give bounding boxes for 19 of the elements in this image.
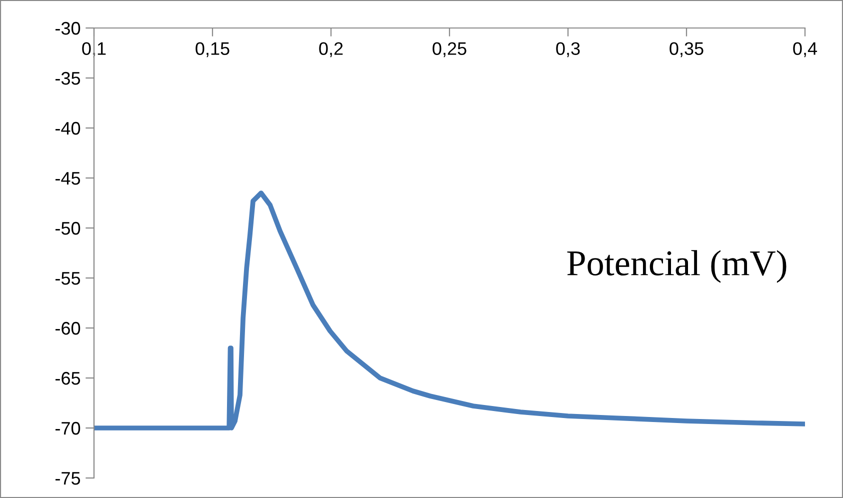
- x-tick-label: 0,25: [432, 42, 466, 58]
- x-tick-label: 0,2: [319, 42, 343, 58]
- annotation: Potencial (mV): [567, 250, 786, 283]
- y-tick-label: -35: [56, 72, 80, 85]
- y-tick-label: -40: [56, 122, 80, 135]
- y-tick-label: -65: [56, 372, 80, 385]
- y-tick-label: -60: [56, 322, 80, 335]
- y-tick-label: -30: [56, 22, 80, 35]
- x-tick-label: 0,3: [556, 42, 580, 58]
- y-tick-label: -75: [56, 472, 80, 485]
- x-tick-label: 0,1: [82, 42, 106, 58]
- x-tick-label: 0,35: [670, 42, 704, 58]
- x-tick-label: 0,4: [793, 42, 818, 58]
- y-tick-label: -50: [56, 222, 80, 235]
- line-series: [94, 190, 805, 430]
- x-tick-label: 0,15: [196, 42, 230, 58]
- y-tick-label: -55: [56, 272, 80, 285]
- y-tick-label: -70: [56, 422, 80, 435]
- y-tick-label: -45: [56, 172, 80, 185]
